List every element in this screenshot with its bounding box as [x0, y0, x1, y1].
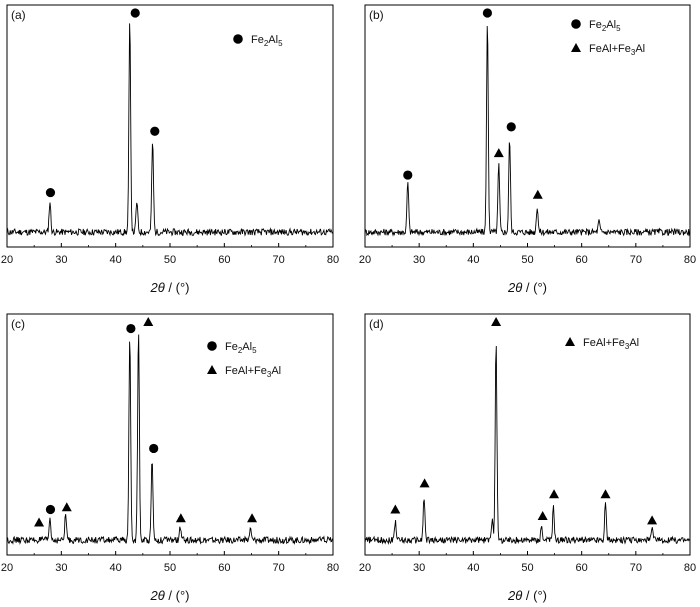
feal-fe3al-marker	[143, 317, 154, 326]
x-tick-label: 70	[273, 254, 285, 266]
x-tick-label: 50	[164, 254, 176, 266]
x-tick-label: 80	[684, 254, 696, 266]
panel-label: (a)	[11, 8, 26, 22]
feal-fe3al-marker	[34, 517, 45, 527]
feal-fe3al-marker	[247, 513, 258, 523]
plot-frame	[364, 4, 691, 248]
x-tick-label: 60	[576, 254, 588, 266]
panel-label: (c)	[11, 317, 25, 331]
feal-fe3al-marker	[600, 489, 611, 499]
panel-d: 20 30 40 50 60 70 80 2θ / (°) (d) FeAl+Fe3Al	[359, 313, 696, 603]
feal-fe3al-marker	[537, 511, 548, 521]
plot-frame	[364, 313, 691, 556]
fe2al5-marker	[482, 8, 493, 18]
x-tick-label: 40	[467, 562, 479, 574]
x-tick-label: 70	[630, 562, 642, 574]
feal-fe3al-marker	[493, 148, 504, 158]
x-tick-label: 50	[521, 254, 533, 266]
fe2al5-marker	[45, 504, 56, 515]
feal-fe3al-marker	[61, 502, 72, 512]
x-tick-label: 60	[218, 254, 230, 266]
legend-text: Fe2Al5	[589, 19, 621, 33]
xrd-pattern	[6, 334, 333, 545]
plot-frame	[6, 4, 334, 248]
feal-fe3al-marker	[419, 478, 430, 488]
x-tick-label: 20	[359, 562, 371, 574]
legend-triangle-marker	[565, 337, 575, 346]
feal-fe3al-marker	[532, 189, 543, 199]
feal-fe3al-marker	[390, 504, 401, 514]
fe2al5-marker	[130, 8, 140, 18]
feal-fe3al-marker	[491, 317, 502, 326]
x-tick-label: 80	[684, 562, 696, 574]
x-tick-label: 20	[1, 254, 13, 266]
x-tick-label: 60	[218, 562, 230, 574]
fe2al5-marker	[126, 323, 136, 334]
x-tick-label: 50	[164, 562, 176, 574]
panel-b: 20 30 40 50 60 70 80 2θ / (°) (b) Fe2Al5 FeAl+Fe3A…	[359, 4, 696, 295]
x-tick-label: 30	[55, 562, 67, 574]
fe2al5-marker	[403, 170, 413, 180]
fe2al5-marker	[149, 443, 159, 454]
x-axis-label: 2θ / (°)	[150, 280, 190, 295]
legend-text: FeAl+Fe3Al	[583, 337, 639, 351]
panel-a: 20 30 40 50 60 70 80 2θ / (°) (a) Fe2Al5	[1, 4, 339, 295]
legend-text: FeAl+Fe3Al	[589, 43, 645, 57]
panel-label: (d)	[369, 317, 384, 331]
plot-frame	[6, 313, 334, 556]
x-tick-label: 20	[359, 254, 371, 266]
x-tick-label: 40	[110, 254, 122, 266]
x-axis-label: 2θ / (°)	[150, 588, 190, 603]
x-axis-label: 2θ / (°)	[507, 588, 547, 603]
legend-text: Fe2Al5	[225, 341, 257, 355]
feal-fe3al-marker	[647, 515, 658, 525]
fe2al5-marker	[45, 187, 56, 198]
feal-fe3al-marker	[549, 489, 560, 499]
legend-circle-marker	[207, 341, 217, 351]
x-tick-label: 50	[521, 562, 533, 574]
x-tick-label: 40	[110, 562, 122, 574]
legend-text: FeAl+Fe3Al	[225, 365, 281, 379]
x-tick-label: 80	[327, 562, 339, 574]
legend-triangle-marker	[207, 365, 217, 374]
feal-fe3al-marker	[175, 513, 186, 523]
fe2al5-marker	[150, 126, 160, 136]
x-tick-label: 40	[467, 254, 479, 266]
legend-triangle-marker	[571, 43, 581, 52]
fe2al5-marker	[506, 122, 516, 132]
x-tick-label: 70	[630, 254, 642, 266]
xrd-pattern	[6, 23, 333, 237]
x-tick-label: 60	[576, 562, 588, 574]
x-tick-label: 80	[327, 254, 339, 266]
x-tick-label: 30	[413, 562, 425, 574]
panel-c: 20 30 40 50 60 70 80 2θ / (°) (c) Fe2Al5 FeAl+Fe3A…	[1, 313, 339, 603]
legend-text: Fe2Al5	[251, 34, 283, 48]
xrd-pattern	[364, 25, 690, 237]
x-axis-label: 2θ / (°)	[507, 280, 547, 295]
x-tick-label: 70	[273, 562, 285, 574]
x-tick-label: 30	[413, 254, 425, 266]
x-tick-label: 20	[1, 562, 13, 574]
xrd-pattern	[364, 345, 690, 546]
legend-circle-marker	[571, 19, 581, 29]
x-tick-label: 30	[55, 254, 67, 266]
legend-circle-marker	[233, 34, 243, 44]
panel-label: (b)	[369, 8, 384, 22]
